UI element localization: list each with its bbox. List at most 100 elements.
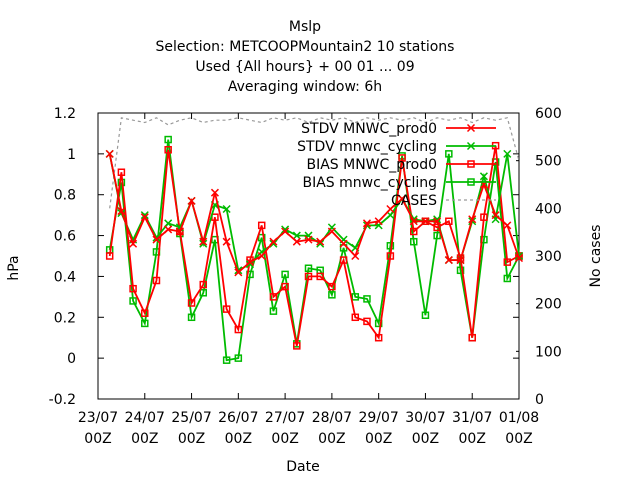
data-point — [199, 280, 207, 289]
data-point — [386, 211, 395, 220]
chart-title-line: Mslp — [289, 19, 321, 35]
marker-stroke — [175, 227, 184, 236]
data-point — [105, 149, 114, 158]
data-point — [339, 239, 348, 248]
series-line — [108, 145, 520, 347]
data-point — [257, 251, 266, 261]
marker-stroke — [339, 239, 348, 248]
marker-stroke — [269, 237, 278, 246]
chart-title-line: Averaging window: 6h — [228, 79, 382, 95]
marker-stroke — [466, 141, 476, 151]
data-point — [351, 251, 360, 261]
data-point — [421, 311, 430, 319]
data-point — [398, 194, 407, 203]
legend-label: STDV MNWC_prod0 — [301, 121, 437, 137]
data-point — [164, 146, 172, 154]
chart-title-block: Mslp Selection: METCOOPMountain2 10 stati… — [156, 19, 455, 95]
y2-tick-label: 100 — [535, 344, 562, 360]
data-point — [304, 235, 313, 244]
x-tick-label-hour: 00Z — [318, 431, 345, 447]
data-point — [105, 252, 114, 260]
data-point — [503, 258, 512, 266]
data-point — [141, 309, 149, 317]
y2-axis-ticks: 0 100 200 300 400 500 600 — [516, 106, 562, 408]
marker-stroke — [479, 172, 488, 181]
data-point — [374, 319, 383, 328]
marker-stroke — [281, 227, 290, 236]
data-point — [129, 239, 138, 248]
data-point — [304, 264, 313, 273]
data-point — [456, 266, 465, 275]
marker-stroke — [199, 237, 208, 246]
marker-stroke — [152, 233, 161, 242]
marker-stroke — [374, 217, 383, 226]
marker-stroke — [292, 237, 301, 246]
data-point — [187, 299, 196, 307]
marker-stroke — [140, 213, 149, 222]
data-point — [421, 217, 430, 226]
data-point — [409, 217, 418, 226]
data-point — [292, 237, 301, 246]
data-point — [187, 313, 196, 322]
marker-stroke — [164, 219, 173, 228]
data-point — [433, 231, 441, 240]
marker-stroke — [152, 235, 161, 244]
data-point — [410, 227, 418, 236]
marker-stroke — [316, 237, 325, 246]
data-point — [199, 237, 208, 246]
data-point — [374, 217, 383, 226]
data-point — [468, 333, 476, 342]
data-point — [398, 154, 406, 162]
marker-stroke — [105, 149, 114, 158]
marker-stroke — [398, 194, 407, 203]
series-group — [105, 117, 524, 364]
y-tick-label: -0.2 — [49, 392, 76, 408]
x-tick-label-date: 01/08 — [499, 410, 539, 426]
marker-stroke — [327, 227, 336, 236]
data-point — [316, 237, 325, 246]
data-point — [269, 239, 278, 248]
data-point — [269, 293, 278, 301]
data-point — [164, 225, 173, 234]
data-point — [234, 354, 243, 362]
data-point — [234, 325, 243, 334]
x-tick-label-date: 29/07 — [358, 410, 398, 426]
data-point — [257, 221, 266, 230]
data-point — [187, 196, 196, 205]
data-point — [129, 297, 137, 305]
data-point — [175, 227, 184, 236]
y-tick-label: 0 — [67, 351, 76, 367]
data-point — [374, 333, 383, 342]
marker-stroke — [281, 225, 290, 234]
x-tick-label-date: 24/07 — [125, 410, 165, 426]
data-point — [164, 219, 173, 228]
data-point — [456, 256, 465, 265]
y-tick-label: 0.8 — [54, 188, 76, 204]
x-tick-label-date: 26/07 — [218, 410, 258, 426]
marker-stroke — [409, 215, 418, 224]
marker-stroke — [351, 243, 360, 252]
data-point — [503, 221, 512, 230]
y-tick-label: 0.2 — [54, 310, 76, 326]
x-tick-label-hour: 00Z — [225, 431, 252, 447]
data-point — [281, 270, 289, 279]
marker-stroke — [164, 225, 173, 234]
x-tick-label-date: 25/07 — [171, 410, 211, 426]
data-point — [222, 356, 231, 364]
x-tick-label-hour: 00Z — [505, 431, 532, 447]
series-line — [109, 117, 520, 209]
legend: STDV MNWC_prod0 STDV mnwc_cycling BIAS MNW… — [297, 121, 496, 209]
data-point — [117, 168, 126, 176]
y2-tick-label: 200 — [535, 297, 562, 313]
marker-stroke — [503, 221, 512, 230]
series-4 — [109, 117, 520, 209]
marker-stroke — [433, 217, 442, 226]
data-point — [152, 235, 161, 244]
series-line — [108, 153, 520, 274]
x-axis-ticks: 23/07 00Z 24/07 00Z 25/07 00Z 26/07 00Z 27/07 00Z… — [78, 113, 539, 447]
data-point — [480, 213, 488, 221]
x-tick-label-date: 23/07 — [78, 410, 118, 426]
data-point — [410, 237, 418, 246]
x-tick-label-hour: 00Z — [271, 431, 298, 447]
